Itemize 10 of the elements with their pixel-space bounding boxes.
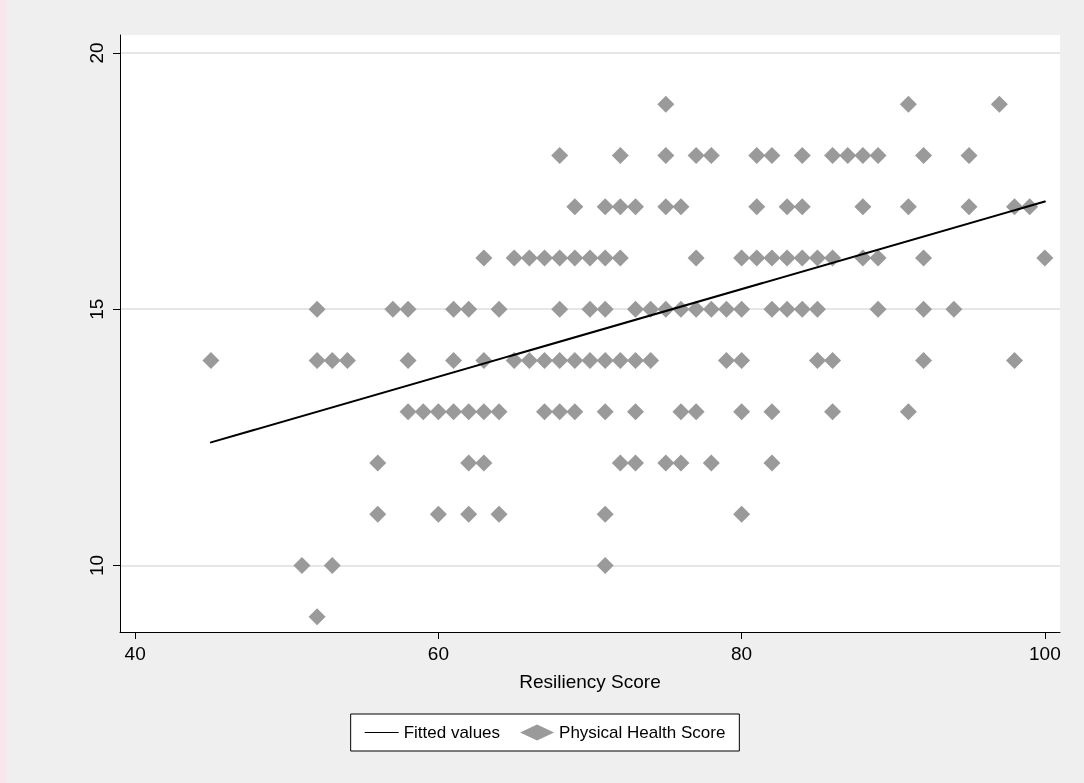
x-tick-label: 60: [427, 643, 449, 664]
y-tick-label: 10: [86, 554, 107, 576]
x-tick-label: 40: [124, 643, 146, 664]
x-tick-label: 80: [731, 643, 753, 664]
y-tick-label: 20: [86, 42, 107, 64]
legend-label: Physical Health Score: [559, 723, 726, 742]
legend-label: Fitted values: [403, 723, 501, 742]
y-tick-label: 15: [86, 298, 107, 320]
x-tick-label: 100: [1028, 643, 1061, 664]
x-axis-title: Resiliency Score: [519, 671, 661, 692]
